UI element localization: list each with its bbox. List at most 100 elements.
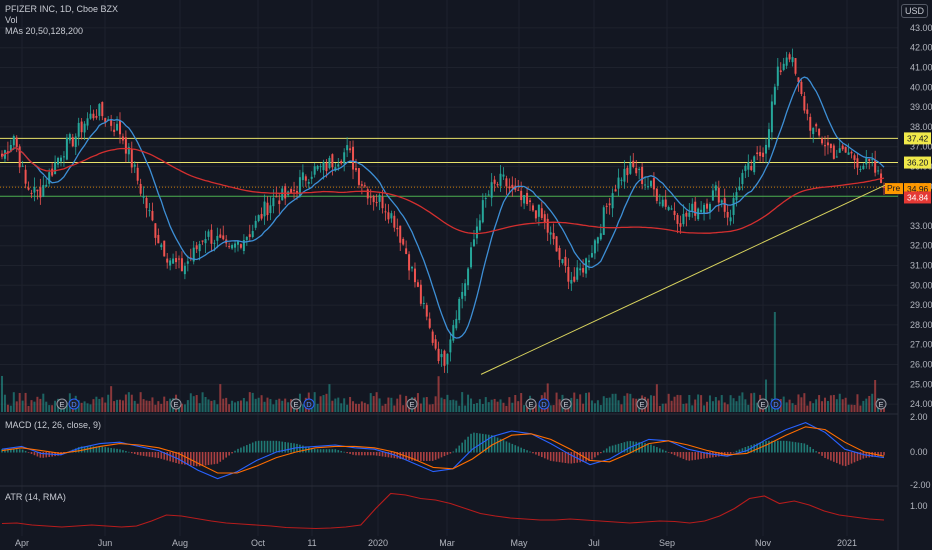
volume-bar (853, 404, 856, 412)
trendline[interactable] (480, 183, 888, 375)
macd-histogram-bar (15, 449, 18, 453)
volume-bar (183, 404, 186, 412)
event-marker[interactable]: E (170, 398, 182, 410)
volume-bar (670, 400, 673, 412)
volume-bar (116, 399, 119, 412)
time-tick-label[interactable]: 11 (307, 538, 316, 548)
symbol-title[interactable]: PFIZER INC, 1D, Cboe BZX (5, 4, 119, 14)
macd-histogram-bar (768, 440, 770, 453)
macd-histogram-bar (184, 452, 186, 465)
macd-histogram-bar (738, 449, 741, 453)
event-marker[interactable]: E (525, 398, 537, 410)
candle-body (853, 155, 856, 160)
candle-body (281, 188, 284, 201)
candle-body (523, 195, 526, 204)
candle-body (590, 253, 593, 258)
candle-body (18, 146, 21, 168)
volume-bar (446, 394, 449, 412)
macd-histogram-bar (272, 440, 275, 453)
volume-bar (65, 402, 68, 412)
currency-button[interactable]: USD (900, 4, 928, 18)
time-tick-label[interactable]: Mar (439, 538, 455, 548)
event-marker[interactable]: E (406, 398, 418, 410)
price-tick-label: 37.00 (910, 142, 932, 152)
candle-body (782, 63, 785, 70)
volume-bar (340, 403, 343, 412)
time-tick-label[interactable]: 2020 (368, 538, 388, 548)
candle-body (791, 57, 794, 63)
candle-body (160, 244, 163, 248)
volume-bar (89, 404, 92, 412)
candle-body (30, 192, 33, 194)
macd-histogram-bar (806, 444, 809, 453)
time-tick-label[interactable]: Aug (172, 538, 188, 548)
macd-histogram-bar (269, 440, 272, 453)
time-tick-label[interactable]: Jul (588, 538, 600, 548)
event-marker[interactable]: E (636, 398, 648, 410)
time-tick-label[interactable]: May (510, 538, 528, 548)
volume-bar (201, 392, 204, 412)
macd-histogram-bar (841, 452, 844, 466)
candle-body (266, 202, 269, 216)
volume-bar (86, 403, 89, 412)
dividend-icon (68, 398, 80, 410)
volume-bar (664, 403, 667, 412)
volume-bar (511, 402, 514, 412)
macd-histogram-bar (750, 445, 753, 453)
candle-body (658, 202, 661, 204)
price-tick-label: 24.00 (910, 399, 932, 409)
event-marker[interactable]: D (68, 398, 80, 410)
macd-histogram-bar (12, 449, 15, 453)
atr-title[interactable]: ATR (14, RMA) (5, 492, 66, 502)
candle-body (92, 113, 95, 119)
macd-histogram-bar (552, 452, 555, 462)
candle-body (841, 145, 844, 150)
macd-histogram-bar (464, 439, 466, 453)
event-marker[interactable]: D (770, 398, 782, 410)
time-tick-label[interactable]: Apr (15, 538, 29, 548)
macd-histogram-bar (408, 452, 410, 461)
macd-histogram-bar (169, 452, 171, 462)
event-marker[interactable]: E (875, 398, 887, 410)
macd-histogram-bar (608, 446, 611, 453)
macd-histogram-bar (838, 452, 841, 465)
time-tick-label[interactable]: Nov (755, 538, 772, 548)
macd-histogram-bar (443, 452, 446, 457)
event-marker[interactable]: E (757, 398, 769, 410)
event-marker[interactable]: E (56, 398, 68, 410)
volume-bar (508, 397, 511, 412)
event-marker[interactable]: D (538, 398, 550, 410)
candle-body (647, 186, 650, 188)
volume-bar (9, 405, 12, 412)
volume-bar (676, 394, 679, 412)
volume-bar (579, 394, 582, 412)
volume-bar (829, 395, 832, 412)
event-marker[interactable]: E (290, 398, 302, 410)
macd-histogram-bar (673, 452, 676, 456)
volume-bar (658, 405, 661, 412)
macd-histogram-bar (216, 452, 219, 464)
ma-legend[interactable]: MAs 20,50,128,200 (5, 26, 84, 36)
macd-title[interactable]: MACD (12, 26, close, 9) (5, 420, 102, 430)
macd-histogram-bar (765, 440, 767, 453)
time-axis[interactable]: Apr Jun Aug Oct 11 2020 Mar May Jul Sep Nov 2021 (15, 538, 857, 548)
time-tick-label[interactable]: Oct (251, 538, 266, 548)
time-tick-label[interactable]: Jun (98, 538, 113, 548)
candle-body (98, 104, 101, 116)
candle-body (703, 204, 706, 213)
volume-bar (750, 393, 753, 412)
macd-histogram-bar (473, 432, 475, 453)
candle-body (676, 214, 679, 224)
macd-histogram-bar (597, 452, 599, 456)
event-marker[interactable]: E (560, 398, 572, 410)
price-axis[interactable]: 43.0042.0041.0040.0039.0038.0037.0036.00… (885, 23, 932, 511)
macd-histogram-bar (664, 450, 667, 453)
candle-body (95, 116, 98, 118)
time-tick-label[interactable]: Sep (659, 538, 675, 548)
time-tick-label[interactable]: 2021 (837, 538, 857, 548)
candle-body (343, 152, 346, 164)
event-marker[interactable]: D (303, 398, 315, 410)
volume-legend[interactable]: Vol (5, 15, 18, 25)
